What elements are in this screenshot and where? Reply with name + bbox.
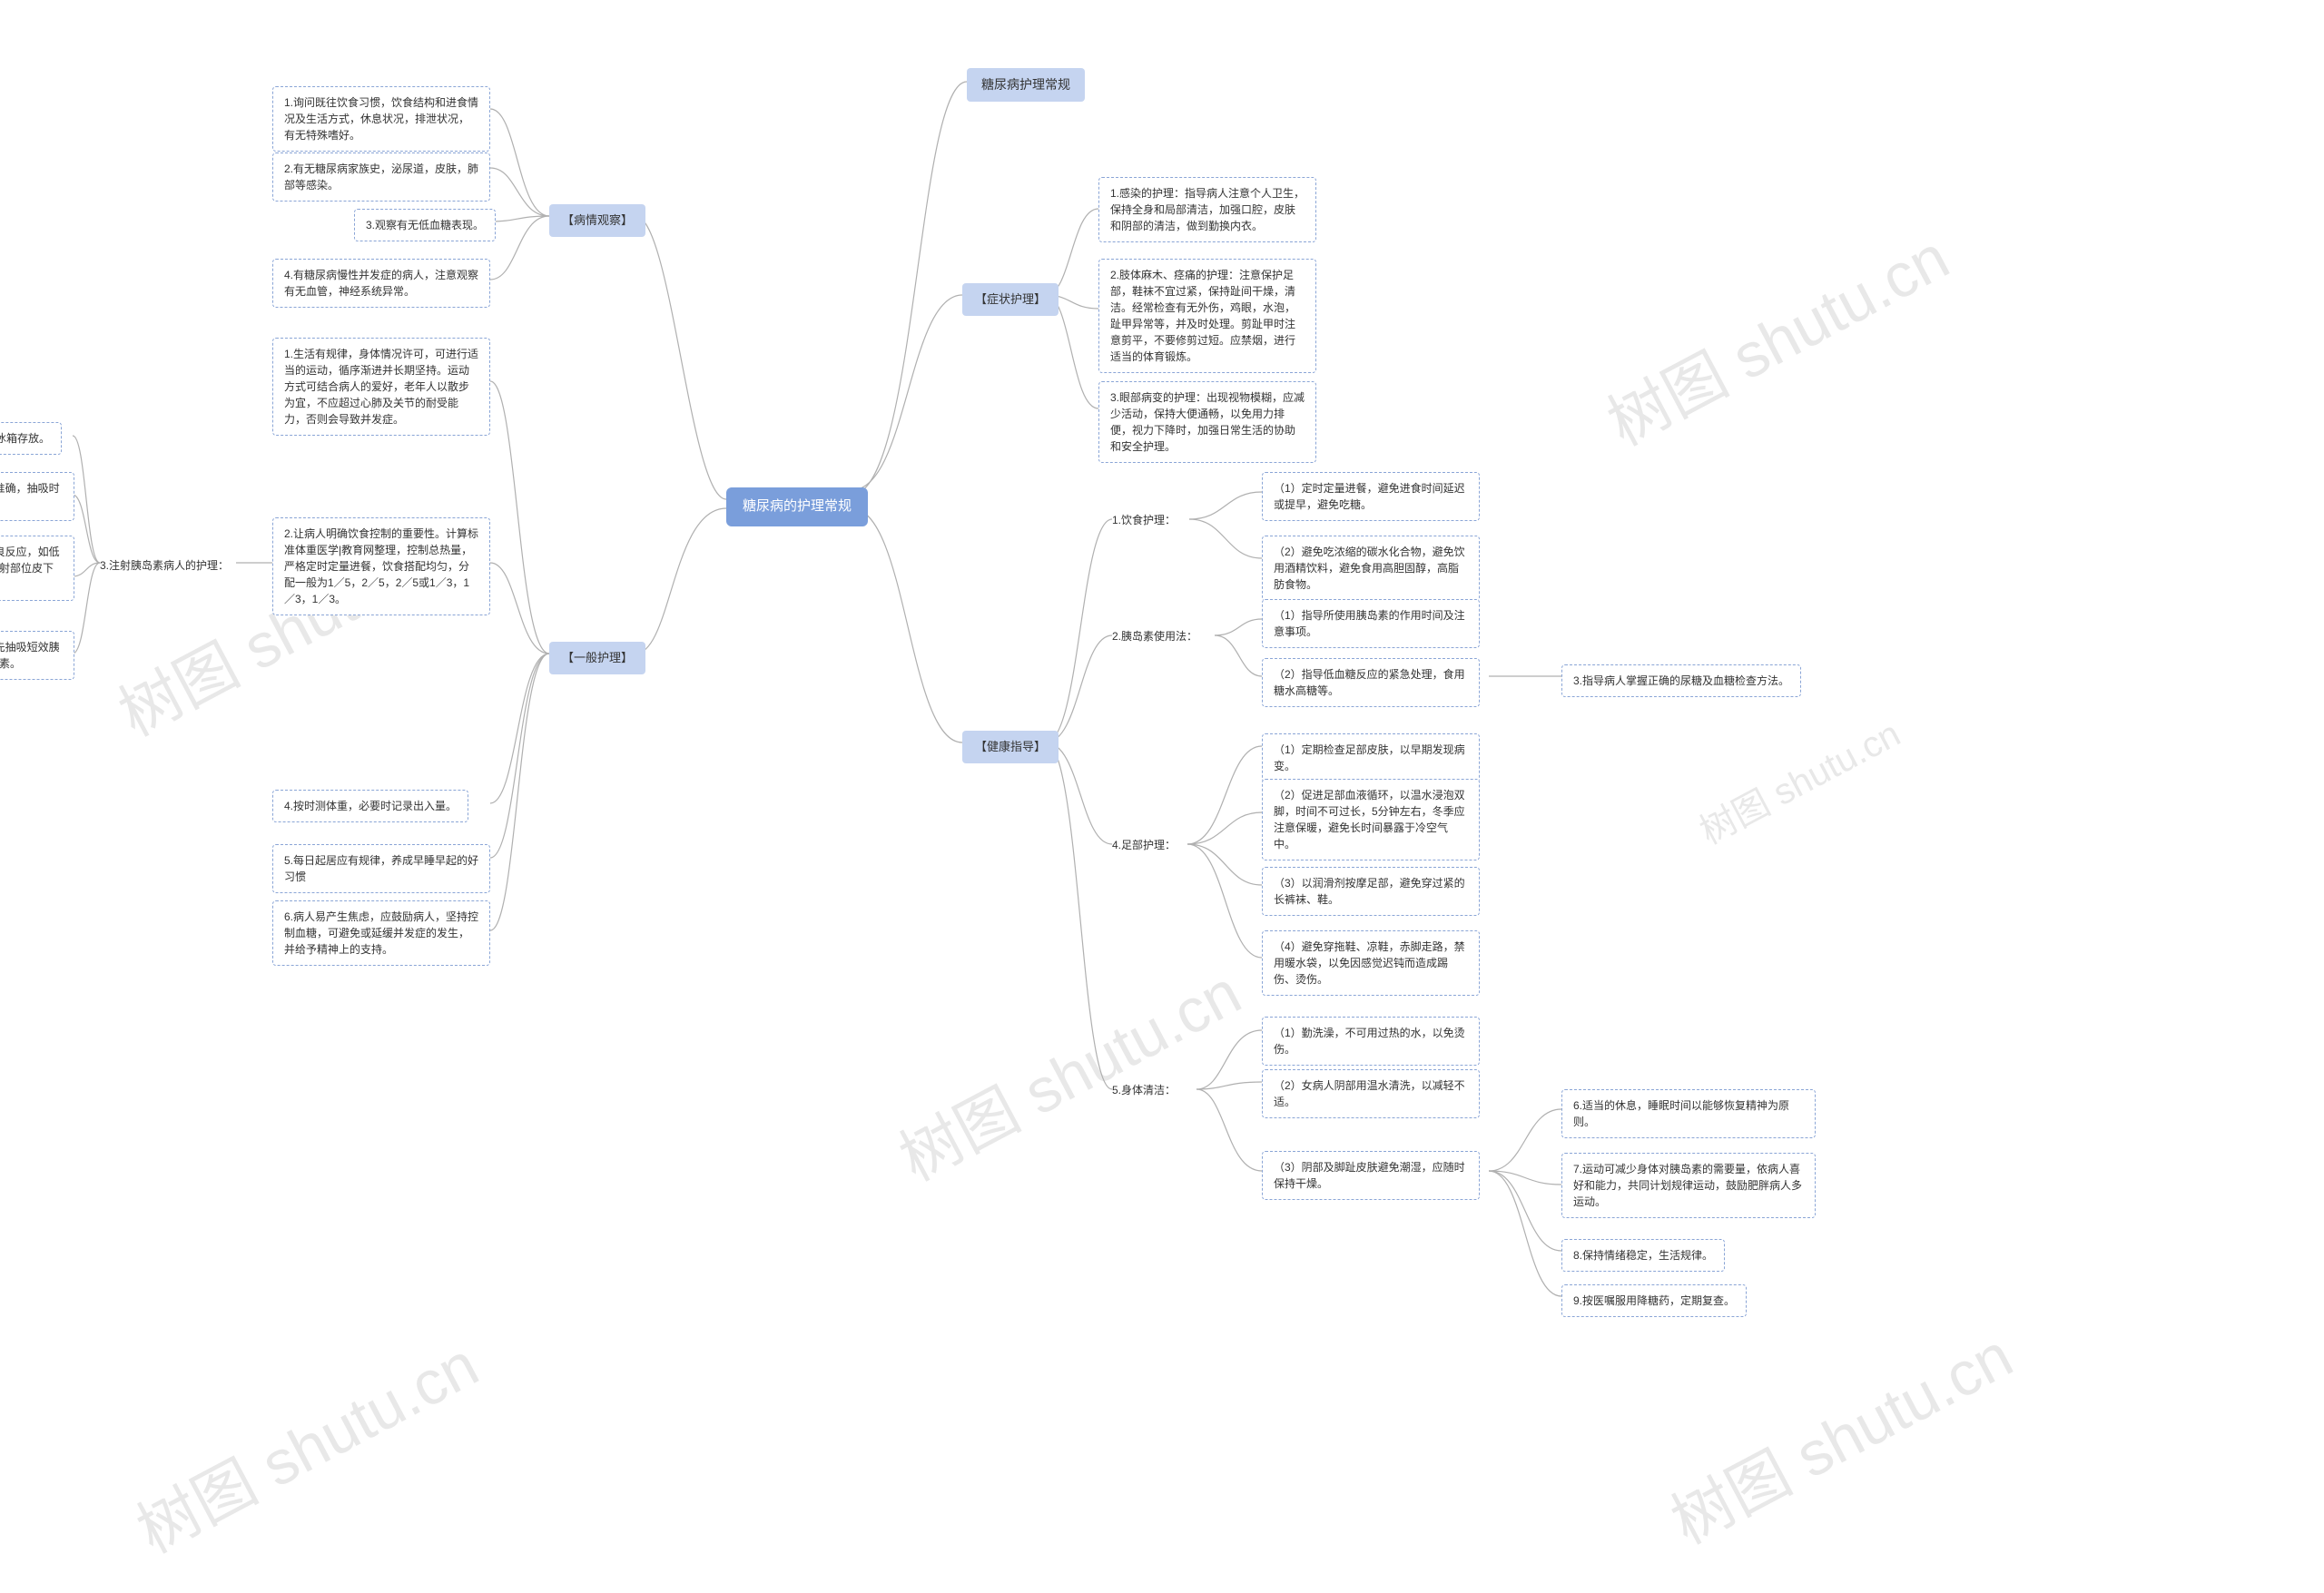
guide-h4-4: （4）避免穿拖鞋、凉鞋，赤脚走路，禁用暖水袋，以免因感觉迟钝而造成踢伤、烫伤。 [1262, 930, 1480, 996]
guide-h4-1: （1）定期检查足部皮肤，以早期发现病变。 [1262, 733, 1480, 782]
general-3-2: （2）抽吸胰岛素剂量必须准确，抽吸时摇匀并避免剧烈振荡。 [0, 472, 74, 521]
observe-2: 2.有无糖尿病家族史，泌尿道，皮肤，肺部等感染。 [272, 152, 490, 202]
branch-observe: 【病情观察】 [549, 204, 645, 237]
guide-h3: 3.指导病人掌握正确的尿糖及血糖检查方法。 [1561, 664, 1801, 697]
watermark: 树图 shutu.cn [881, 943, 1254, 1198]
guide-h5-label: 5.身体清洁： [1112, 1078, 1176, 1102]
watermark: 树图 shutu.cn [1689, 705, 1908, 855]
branch-general: 【一般护理】 [549, 642, 645, 674]
guide-h9: 9.按医嘱服用降糖药，定期复查。 [1561, 1284, 1747, 1317]
guide-h2-2: （2）指导低血糖反应的紧急处理，食用糖水高糖等。 [1262, 658, 1480, 707]
guide-h1-label: 1.饮食护理： [1112, 508, 1176, 532]
general-3-label: 3.注射胰岛素病人的护理： [100, 554, 229, 577]
guide-h7: 7.运动可减少身体对胰岛素的需要量，依病人喜好和能力，共同计划规律运动，鼓励肥胖… [1561, 1153, 1816, 1218]
observe-1: 1.询问既往饮食习惯，饮食结构和进食情况及生活方式，休息状况，排泄状况，有无特殊… [272, 86, 490, 152]
title-top: 糖尿病护理常规 [967, 68, 1085, 102]
guide-h1-2: （2）避免吃浓缩的碳水化合物，避免饮用酒精饮料，避免食用高胆固醇，高脂肪食物。 [1262, 536, 1480, 601]
general-5: 5.每日起居应有规律，养成早睡早起的好习惯 [272, 844, 490, 893]
general-3-1: （1）胰岛素需置于0～5℃冰箱存放。 [0, 422, 62, 455]
guide-h5-1: （1）勤洗澡，不可用过热的水，以免烫伤。 [1262, 1017, 1480, 1066]
general-2: 2.让病人明确饮食控制的重要性。计算标准体重医学|教育网整理，控制总热量，严格定… [272, 517, 490, 615]
general-4: 4.按时测体重，必要时记录出入量。 [272, 790, 468, 822]
general-1: 1.生活有规律，身体情况许可，可进行适当的运动，循序渐进并长期坚持。运动方式可结… [272, 338, 490, 436]
central-node: 糖尿病的护理常规 [726, 487, 868, 526]
general-3-4: （4）两种胰岛素合用时，先抽吸短效胰岛素后抽吸中效及长效胰岛素。 [0, 631, 74, 680]
branch-symptom: 【症状护理】 [962, 283, 1059, 316]
observe-3: 3.观察有无低血糖表现。 [354, 209, 496, 241]
guide-h4-2: （2）促进足部血液循环，以温水浸泡双脚，时间不可过长，5分钟左右，冬季应注意保暖… [1262, 779, 1480, 860]
branch-guide: 【健康指导】 [962, 731, 1059, 763]
symptom-3: 3.眼部病变的护理：出现视物模糊，应减少活动，保持大便通畅，以免用力排便，视力下… [1098, 381, 1316, 463]
general-6: 6.病人易产生焦虑，应鼓励病人，坚持控制血糖，可避免或延缓并发症的发生，并给予精… [272, 900, 490, 966]
symptom-2: 2.肢体麻木、痉痛的护理：注意保护足部，鞋袜不宜过紧，保持趾间干燥，清洁。经常检… [1098, 259, 1316, 373]
guide-h2-label: 2.胰岛素使用法： [1112, 624, 1197, 648]
guide-h4-3: （3）以润滑剂按摩足部，避免穿过紧的长裤袜、鞋。 [1262, 867, 1480, 916]
watermark: 树图 shutu.cn [119, 1315, 491, 1570]
guide-h4-label: 4.足部护理： [1112, 833, 1176, 857]
symptom-1: 1.感染的护理：指导病人注意个人卫生，保持全身和局部清洁，加强口腔，皮肤和阴部的… [1098, 177, 1316, 242]
guide-h8: 8.保持情绪稳定，生活规律。 [1561, 1239, 1725, 1272]
observe-4: 4.有糖尿病慢性并发症的病人，注意观察有无血管，神经系统异常。 [272, 259, 490, 308]
guide-h6: 6.适当的休息，睡眠时间以能够恢复精神为原则。 [1561, 1089, 1816, 1138]
general-3-3: （3）观察和预防胰岛素不良反应，如低血糖反应，胰岛素过敏及注射部位皮下脂肪萎缩成… [0, 536, 74, 601]
watermark: 树图 shutu.cn [1590, 208, 1962, 463]
guide-h2-1: （1）指导所使用胰岛素的作用时间及注意事项。 [1262, 599, 1480, 648]
watermark: 树图 shutu.cn [1653, 1306, 2025, 1561]
guide-h5-3: （3）阴部及脚趾皮肤避免潮湿，应随时保持干燥。 [1262, 1151, 1480, 1200]
guide-h1-1: （1）定时定量进餐，避免进食时间延迟或提早，避免吃糖。 [1262, 472, 1480, 521]
guide-h5-2: （2）女病人阴部用温水清洗，以减轻不适。 [1262, 1069, 1480, 1118]
